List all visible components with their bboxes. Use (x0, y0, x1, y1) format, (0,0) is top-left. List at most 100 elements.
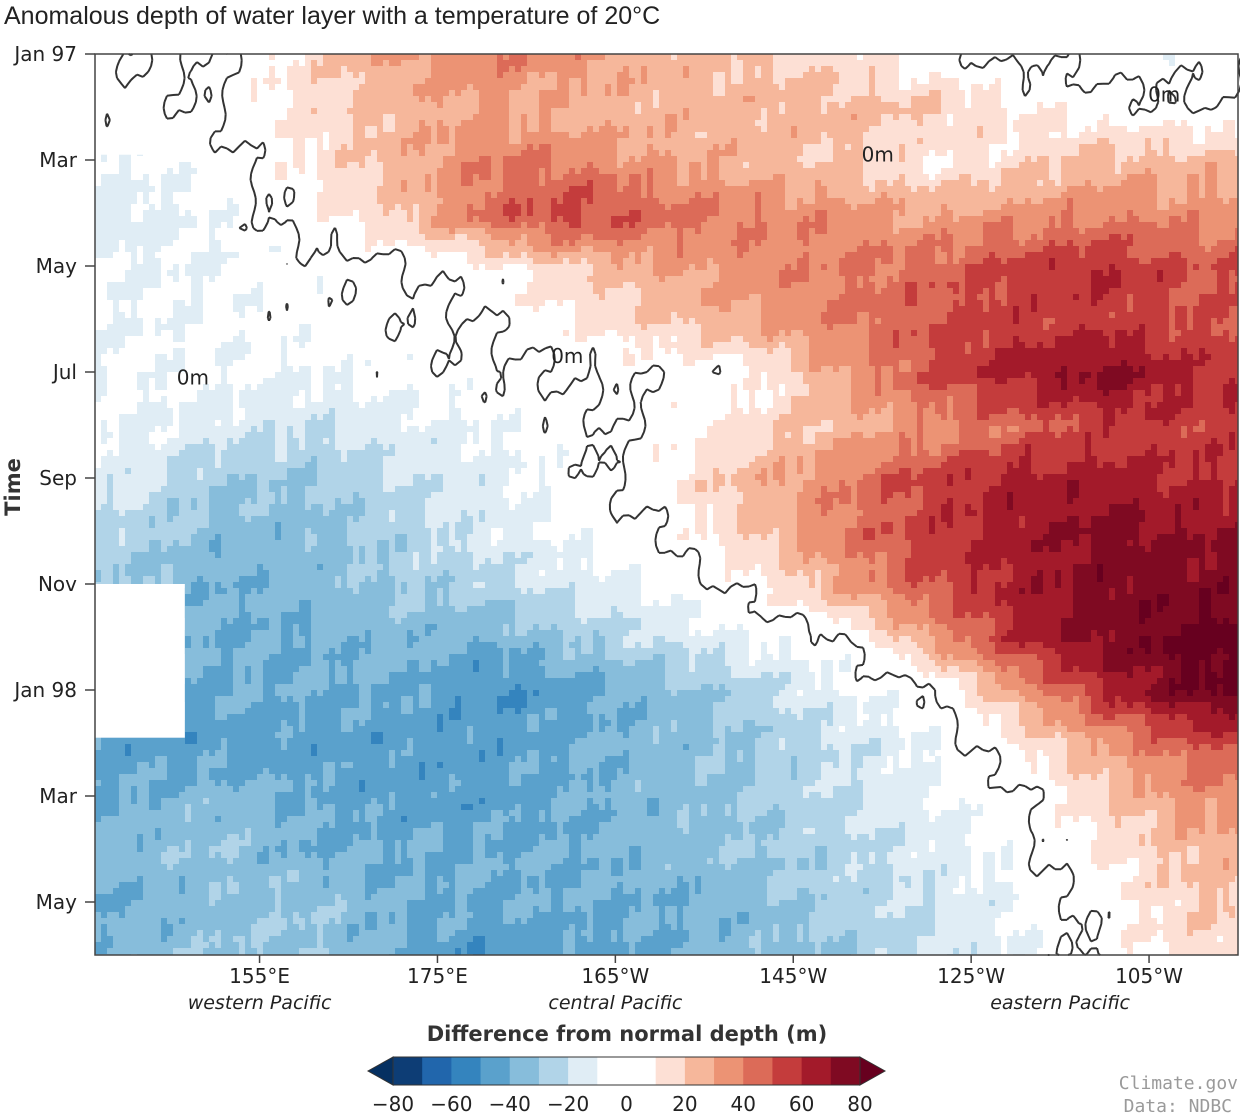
heatmap-cell (1175, 450, 1194, 457)
heatmap-cell (869, 576, 876, 583)
heatmap-cell (1223, 330, 1230, 337)
heatmap-cell (323, 276, 534, 283)
heatmap-cell (731, 396, 738, 403)
heatmap-cell (1193, 474, 1200, 481)
heatmap-cell (1127, 174, 1158, 181)
heatmap-cell (1049, 168, 1062, 175)
heatmap-cell (983, 498, 1008, 505)
heatmap-cell (845, 276, 858, 283)
heatmap-cell (1109, 636, 1116, 643)
heatmap-cell (347, 450, 396, 457)
heatmap-cell (593, 528, 684, 535)
heatmap-cell (695, 756, 726, 763)
heatmap-cell (1013, 624, 1062, 631)
heatmap-cell (653, 144, 714, 151)
heatmap-cell (179, 696, 216, 703)
heatmap-cell (371, 648, 468, 655)
heatmap-cell (305, 774, 312, 781)
heatmap-cell (1181, 432, 1188, 439)
heatmap-cell (1013, 576, 1032, 583)
heatmap-cell (773, 390, 780, 397)
heatmap-cell (539, 756, 552, 763)
heatmap-cell (917, 426, 924, 433)
heatmap-cell (593, 720, 600, 727)
heatmap-cell (173, 540, 180, 547)
heatmap-cell (1025, 642, 1044, 649)
heatmap-cell (821, 486, 828, 493)
heatmap-cell (299, 438, 306, 445)
heatmap-cell (1199, 468, 1212, 475)
heatmap-cell (305, 720, 342, 727)
heatmap-cell (275, 72, 288, 79)
heatmap-cell (1019, 132, 1050, 139)
heatmap-cell (149, 138, 294, 145)
heatmap-cell (317, 198, 378, 205)
heatmap-cell (1091, 636, 1104, 643)
heatmap-cell (353, 762, 390, 769)
heatmap-cell (857, 480, 882, 487)
heatmap-cell (311, 648, 330, 655)
heatmap-cell (1205, 138, 1239, 145)
heatmap-cell (641, 108, 684, 115)
heatmap-cell (827, 600, 888, 607)
heatmap-cell (95, 408, 138, 415)
heatmap-cell (581, 204, 666, 211)
heatmap-cell (893, 330, 900, 337)
heatmap-cell (911, 540, 972, 547)
heatmap-cell (1163, 672, 1182, 679)
heatmap-cell (653, 444, 660, 451)
heatmap-cell (953, 474, 966, 481)
heatmap-cell (161, 264, 174, 271)
heatmap-cell (929, 792, 1068, 799)
heatmap-cell (257, 84, 270, 91)
heatmap-cell (455, 90, 462, 97)
heatmap-cell (869, 240, 882, 247)
heatmap-cell (251, 90, 258, 97)
heatmap-cell (1205, 450, 1224, 457)
heatmap-cell (341, 498, 354, 505)
heatmap-cell (251, 612, 282, 619)
heatmap-cell (899, 432, 906, 439)
heatmap-cell (767, 120, 882, 127)
heatmap-cell (1097, 744, 1110, 751)
heatmap-cell (887, 552, 912, 559)
heatmap-cell (1145, 618, 1200, 625)
heatmap-cell (833, 792, 864, 799)
heatmap-cell (935, 354, 996, 361)
heatmap-cell (419, 120, 426, 127)
heatmap-cell (1025, 450, 1032, 457)
heatmap-cell (899, 450, 912, 457)
heatmap-cell (707, 432, 774, 439)
heatmap-cell (257, 426, 264, 433)
heatmap-cell (1007, 294, 1032, 301)
heatmap-cell (347, 456, 384, 463)
heatmap-cell (1175, 504, 1182, 511)
heatmap-cell (881, 372, 894, 379)
heatmap-cell (1187, 738, 1239, 745)
heatmap-cell (521, 492, 528, 499)
heatmap-cell (1139, 606, 1152, 613)
heatmap-cell (455, 144, 528, 151)
heatmap-cell (521, 414, 726, 421)
heatmap-cell (617, 126, 624, 133)
heatmap-cell (623, 264, 654, 271)
heatmap-cell (1001, 714, 1020, 721)
heatmap-cell (695, 762, 726, 769)
heatmap-cell (509, 114, 522, 121)
heatmap-cell (1187, 264, 1194, 271)
heatmap-cell (119, 792, 132, 799)
heatmap-cell (953, 600, 996, 607)
heatmap-cell (1091, 282, 1122, 289)
heatmap-cell (677, 402, 732, 409)
heatmap-cell (515, 198, 528, 205)
heatmap-cell (191, 252, 240, 259)
heatmap-cell (287, 114, 354, 121)
heatmap-cell (437, 102, 444, 109)
heatmap-cell (1079, 534, 1092, 541)
heatmap-cell (479, 240, 510, 247)
heatmap-cell (1073, 204, 1158, 211)
heatmap-cell (263, 588, 354, 595)
heatmap-cell (557, 198, 564, 205)
heatmap-cell (809, 390, 852, 397)
heatmap-cell (287, 456, 312, 463)
